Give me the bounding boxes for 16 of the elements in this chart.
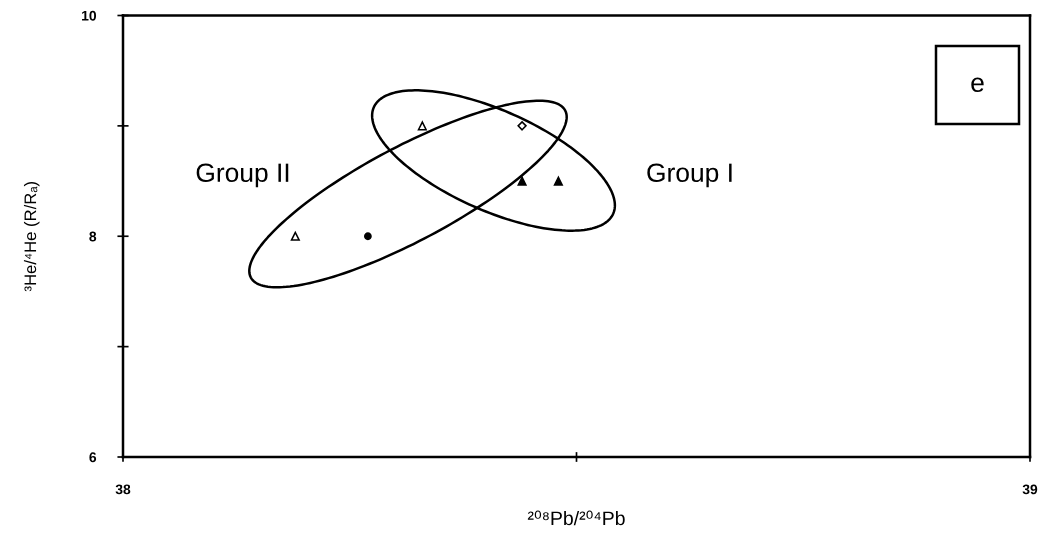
x-tick-label: 38: [115, 484, 131, 495]
annotation: Group I: [647, 163, 732, 188]
y-tick-label: 6: [89, 452, 97, 463]
x-tick-label: 39: [1022, 484, 1038, 495]
point: [290, 231, 300, 241]
y-axis-title: ³He/⁴He (R/Rₐ): [23, 181, 40, 292]
point: [517, 121, 527, 131]
point: [553, 176, 563, 186]
annotation: Group II: [196, 163, 289, 188]
y-tick-label: 10: [82, 10, 97, 21]
point: [517, 176, 527, 186]
x-axis-title: ²⁰⁸Pb/²⁰⁴Pb: [527, 510, 625, 526]
y-tick-label: 8: [89, 231, 97, 242]
annotation: e: [971, 77, 984, 93]
point: [417, 121, 427, 131]
point: [364, 232, 372, 241]
